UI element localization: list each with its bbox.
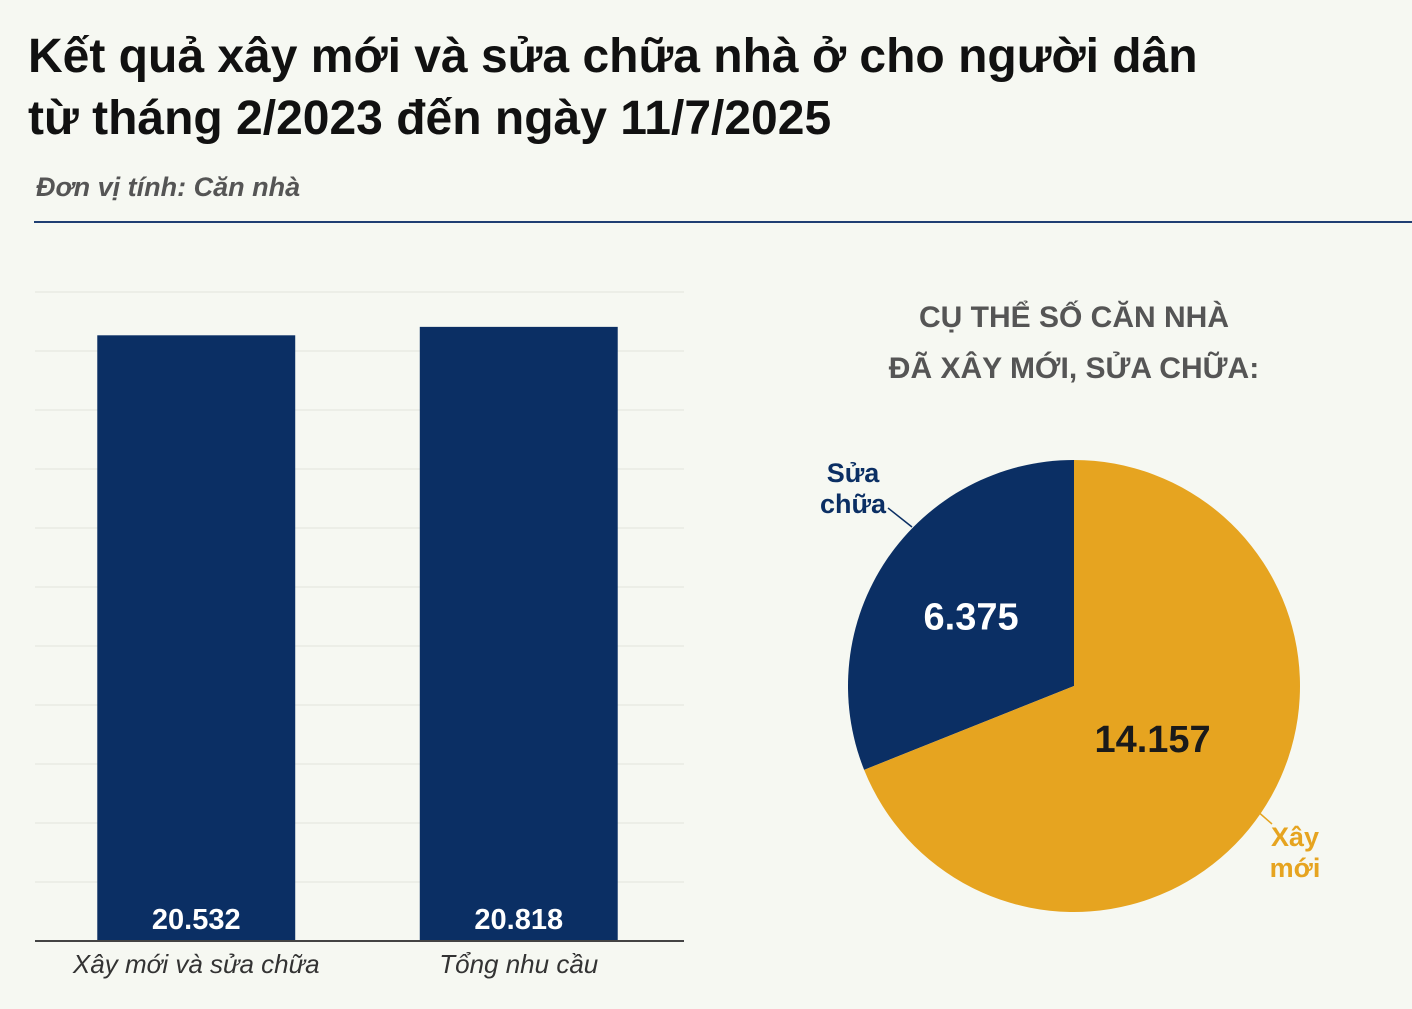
page-title: Kết quả xây mới và sửa chữa nhà ở cho ng… <box>28 26 1388 150</box>
pie-slice <box>864 460 1300 913</box>
pie-slice <box>848 460 1074 770</box>
unit-label: Đơn vị tính: Căn nhà <box>36 172 301 202</box>
pie-title-line: CỤ THỂ SỐ CĂN NHÀ <box>919 300 1229 334</box>
bar <box>97 335 296 941</box>
pie-slice-name: Sửa <box>827 458 881 488</box>
pie-title-line: ĐÃ XÂY MỚI, SỬA CHỮA: <box>889 351 1259 385</box>
category-label: Tổng nhu cầu <box>439 949 598 979</box>
leader-line <box>1255 809 1273 825</box>
pie-slice-name: mới <box>1270 853 1321 883</box>
pie-slice-name: Xây <box>1271 822 1319 852</box>
pie-value-label: 6.375 <box>924 596 1019 638</box>
title-line-2: từ tháng 2/2023 đến ngày 11/7/2025 <box>28 92 832 145</box>
category-label: Xây mới và sửa chữa <box>72 949 320 979</box>
pie-value-label: 14.157 <box>1094 719 1210 761</box>
pie-slice-name: chữa <box>820 489 887 519</box>
bar-value-label: 20.532 <box>152 904 241 936</box>
leader-line <box>887 507 913 528</box>
bar <box>419 326 618 941</box>
header-divider <box>34 221 1412 223</box>
bar-chart: 20.532 Xây mới và sửa chữa 20.818 Tổng nhu … <box>35 291 684 979</box>
title-line-1: Kết quả xây mới và sửa chữa nhà ở cho ng… <box>28 30 1198 83</box>
pie-chart: CỤ THỂ SỐ CĂN NHÀ ĐÃ XÂY MỚI, SỬA CHỮA: 6.… <box>820 300 1321 913</box>
bar-value-label: 20.818 <box>474 904 563 936</box>
